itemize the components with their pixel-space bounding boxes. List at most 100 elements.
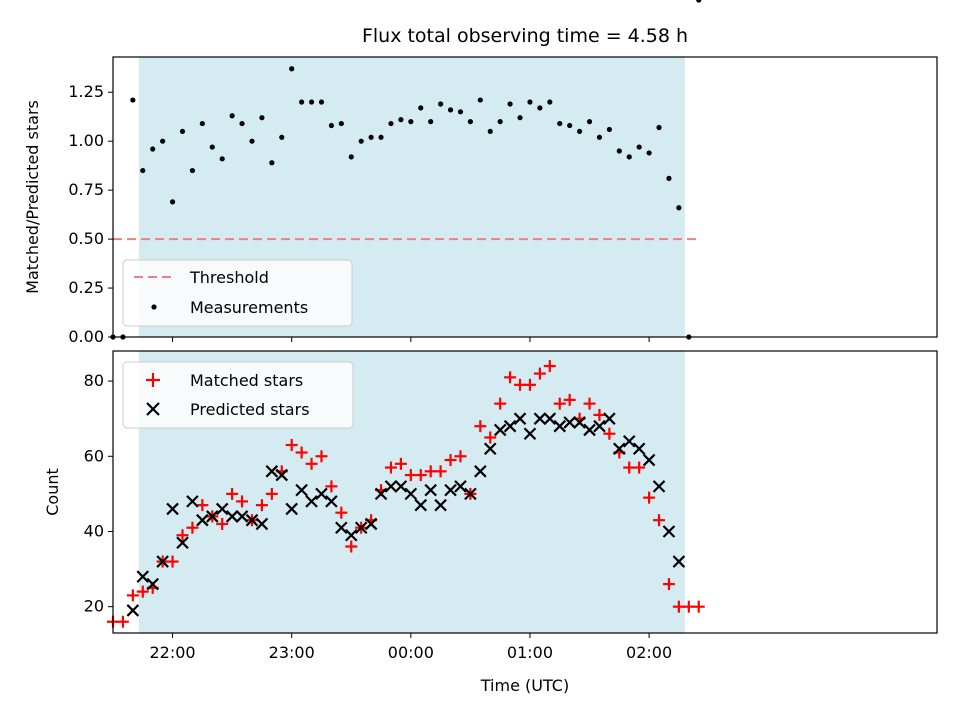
measurement-point (209, 144, 215, 150)
measurement-point (666, 175, 672, 181)
measurement-point (517, 115, 523, 121)
predicted-star-point (255, 517, 269, 531)
measurement-point (388, 120, 394, 127)
matched-star-point (692, 600, 705, 613)
matched-star-point (236, 495, 249, 508)
top-y-axis-label: Matched/Predicted stars (23, 100, 42, 294)
matched-star-point (593, 408, 606, 421)
matched-star-point (186, 521, 199, 534)
measurement-point (130, 97, 136, 103)
top-y-tick-label: 0.50 (68, 229, 104, 248)
measurement-point (467, 119, 473, 125)
count-points (107, 360, 705, 628)
matched-star-point (563, 393, 576, 406)
x-tick-label: 02:00 (626, 643, 672, 662)
predicted-star-point (205, 510, 219, 523)
predicted-star-point (543, 412, 557, 425)
predicted-star-point (533, 412, 547, 425)
legend-measurements-label: Measurements (190, 298, 308, 317)
predicted-star-point (384, 480, 398, 493)
predicted-star-point (503, 419, 517, 433)
measurement-point (308, 99, 315, 105)
predicted-star-point (166, 502, 179, 516)
predicted-star-point (553, 419, 567, 433)
predicted-star-point (354, 521, 368, 534)
measurement-point (626, 154, 632, 160)
measurement-point (299, 99, 305, 105)
bottom-x-axis: 22:00 23:00 00:00 01:00 02:00 (150, 633, 672, 662)
matched-star-point (633, 461, 646, 474)
top-y-tick-label: 0.00 (68, 327, 104, 346)
matched-star-point (285, 439, 298, 451)
matched-star-point (255, 499, 268, 512)
top-legend-box (122, 259, 353, 327)
matched-star-point (216, 517, 229, 530)
predicted-star-point (176, 536, 189, 550)
predicted-star-point (136, 570, 150, 583)
measurement-point (269, 160, 275, 166)
x-axis-label: Time (UTC) (480, 676, 569, 695)
measurement-point (656, 124, 662, 131)
legend-predicted-swatch (146, 402, 160, 416)
measurement-point (249, 138, 255, 144)
matched-star-point (305, 457, 318, 470)
predicted-star-point (394, 480, 408, 493)
matched-star-point (444, 454, 457, 467)
predicted-star-point (454, 480, 467, 493)
measurement-point (358, 138, 364, 144)
measurement-point (477, 97, 483, 103)
measurement-point (428, 119, 434, 125)
predicted-star-point (305, 495, 318, 508)
measurement-point (676, 205, 682, 211)
measurement-point (567, 122, 573, 129)
measurement-point (318, 99, 325, 105)
predicted-star-point (235, 510, 249, 523)
matched-star-point (662, 578, 675, 591)
predicted-star-point (523, 427, 537, 440)
measurement-point (487, 128, 493, 135)
predicted-star-point (603, 412, 616, 425)
predicted-star-point (474, 465, 487, 478)
measurement-point (378, 134, 384, 140)
matched-star-point (583, 397, 596, 410)
measurement-point (636, 144, 642, 150)
matched-star-point (434, 465, 447, 478)
predicted-star-point (632, 442, 646, 456)
predicted-star-point (344, 528, 358, 542)
matched-star-point (643, 491, 656, 504)
measurement-point (160, 138, 166, 144)
measurement-point (507, 101, 513, 107)
predicted-star-point (424, 483, 437, 497)
x-tick-label: 22:00 (150, 643, 196, 662)
bottom-y-tick-label: 20 (84, 597, 104, 616)
matched-star-point (414, 469, 427, 482)
matched-star-point (454, 450, 467, 463)
predicted-star-point (295, 483, 308, 497)
top-axes-frame (112, 56, 938, 338)
predicted-star-point (662, 525, 676, 538)
predicted-star-point (444, 483, 457, 497)
matched-star-point (543, 360, 556, 373)
measurement-point (279, 134, 285, 140)
predicted-star-point (364, 517, 378, 531)
matched-star-point (653, 514, 666, 527)
predicted-star-point (156, 555, 169, 568)
measurement-point (438, 101, 444, 107)
predicted-star-point (265, 465, 279, 478)
measurement-points (110, 0, 702, 340)
measurement-point (408, 119, 414, 125)
matched-star-point (325, 480, 338, 493)
x-tick-label: 01:00 (507, 643, 553, 662)
top-x-ticks (172, 337, 650, 342)
predicted-star-point (335, 521, 348, 534)
legend-measurements-swatch (151, 304, 157, 310)
bottom-y-tick-label: 60 (84, 446, 104, 465)
measurement-point (447, 107, 454, 113)
predicted-star-point (513, 412, 527, 425)
matched-star-point (335, 506, 348, 519)
predicted-star-point (672, 555, 686, 568)
measurement-point (219, 156, 225, 162)
top-y-tick-label: 1.00 (68, 131, 104, 150)
bottom-legend: Matched stars Predicted stars (122, 361, 354, 429)
